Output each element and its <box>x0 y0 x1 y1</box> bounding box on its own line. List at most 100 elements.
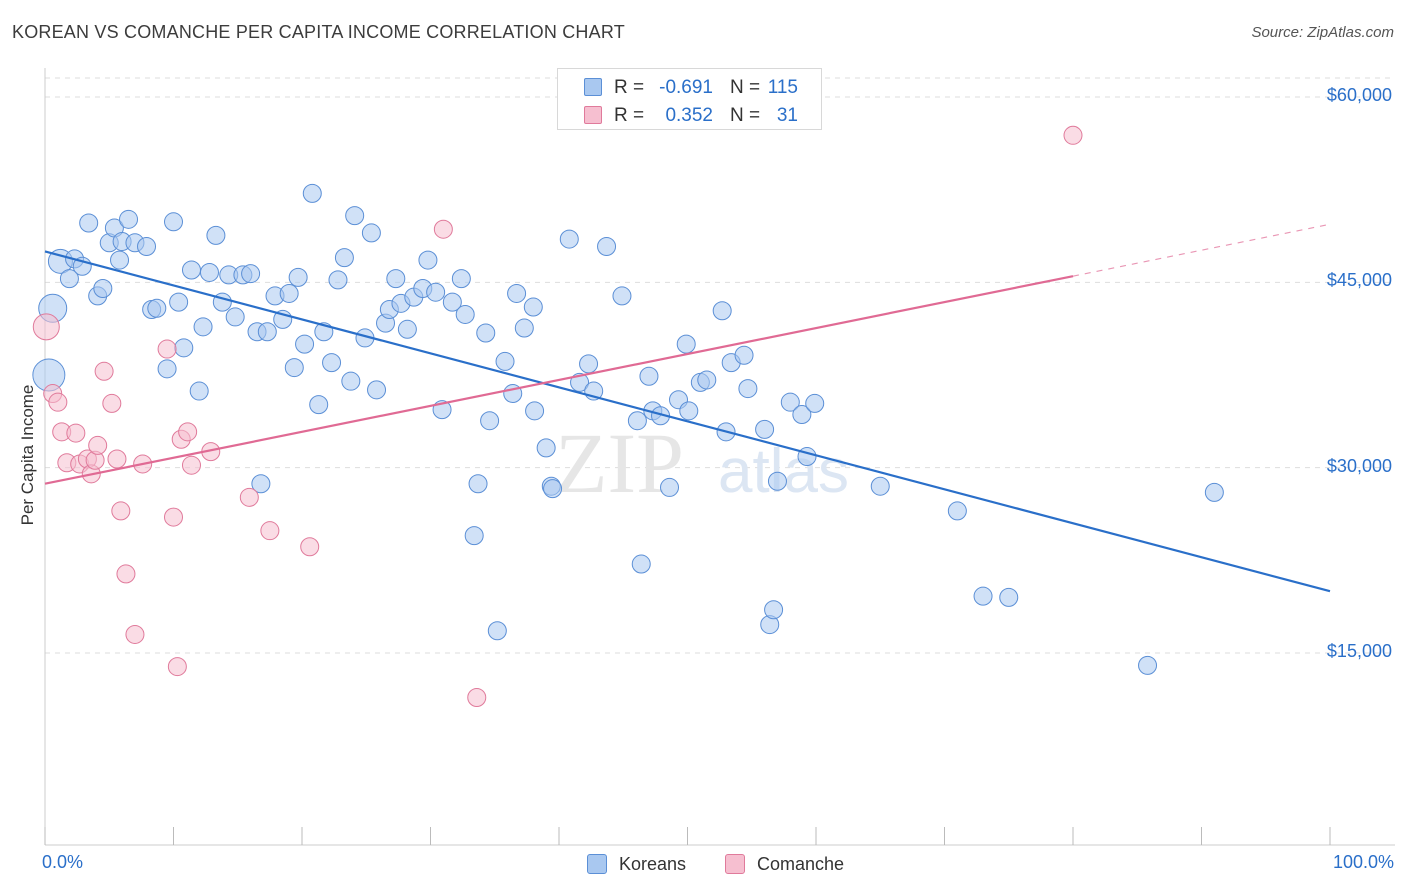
korean-point <box>79 213 99 233</box>
korean-point <box>341 371 361 391</box>
korean-point <box>631 554 651 574</box>
korean-point <box>386 269 406 289</box>
comanche-point <box>260 521 280 541</box>
korean-point <box>157 359 177 379</box>
korean-point <box>93 279 113 299</box>
y-tick-label: $45,000 <box>1326 270 1392 291</box>
korean-point <box>164 212 183 232</box>
korean-point <box>257 322 277 342</box>
comanche-swatch <box>584 106 602 124</box>
korean-point <box>345 206 365 226</box>
korean-point <box>455 304 475 324</box>
korean-point <box>193 317 213 337</box>
korean-point <box>639 366 659 386</box>
korean-point <box>999 587 1019 607</box>
korean-point <box>627 411 647 431</box>
korean-point <box>579 354 599 374</box>
korean-point <box>284 358 304 378</box>
korean-point <box>199 262 219 282</box>
korean-point <box>426 282 446 302</box>
korean-point <box>309 395 329 415</box>
korean-point <box>597 237 617 257</box>
korean-point <box>288 267 308 287</box>
stats-row-comanche: R = 0.352 N = 31 <box>558 101 821 129</box>
korean-point <box>59 269 79 289</box>
comanche-point <box>116 564 136 584</box>
korean-point <box>764 600 784 620</box>
comanche-point <box>94 361 114 381</box>
source-label: Source: ZipAtlas.com <box>1251 24 1394 41</box>
y-tick-label: $60,000 <box>1326 85 1392 105</box>
comanche-point <box>102 393 122 413</box>
korean-point <box>295 334 315 354</box>
x-tick-min: 0.0% <box>42 852 84 872</box>
korean-point <box>334 248 354 268</box>
korean-point <box>206 225 226 245</box>
koreans-swatch <box>584 78 602 96</box>
n-value: 115 <box>767 77 798 98</box>
n-value: 31 <box>776 105 798 126</box>
koreans-trend-line <box>44 250 1331 593</box>
comanche-point <box>1063 125 1083 145</box>
korean-point <box>792 405 812 425</box>
korean-point <box>322 353 342 373</box>
korean-point <box>451 269 471 289</box>
watermark-atlas: atlas <box>718 437 849 506</box>
comanche-point <box>48 392 68 412</box>
comanche-point <box>433 219 453 239</box>
korean-point <box>397 319 417 339</box>
comanche-point <box>239 487 259 507</box>
korean-point <box>495 351 515 371</box>
korean-point <box>181 260 201 280</box>
r-value: 0.352 <box>665 105 713 126</box>
korean-point <box>468 474 488 494</box>
korean-point <box>514 318 534 338</box>
korean-point <box>442 292 462 312</box>
korean-point <box>119 209 139 229</box>
korean-point <box>169 292 189 312</box>
korean-point <box>480 411 500 431</box>
korean-point <box>476 323 496 343</box>
y-tick-label: $15,000 <box>1326 641 1392 661</box>
korean-point <box>536 438 556 458</box>
korean-point <box>279 283 299 303</box>
watermark: ZIP atlas <box>555 415 849 511</box>
korean-point <box>1138 655 1158 675</box>
axes <box>44 68 1395 846</box>
r-value: -0.691 <box>659 77 713 98</box>
korean-point <box>361 223 381 243</box>
korean-point <box>660 477 680 497</box>
korean-point <box>543 479 563 499</box>
korean-point <box>679 401 699 421</box>
korean-point <box>1204 482 1224 502</box>
comanche-point <box>467 687 487 707</box>
korean-point <box>507 283 527 303</box>
x-tick-max: 100.0% <box>1332 852 1394 872</box>
r-label: R = <box>614 77 645 98</box>
legend-swatch-koreans <box>587 854 607 874</box>
korean-point <box>738 379 758 399</box>
korean-point <box>328 270 348 290</box>
comanche-point <box>32 313 60 341</box>
comanche-trend-line <box>44 275 1074 485</box>
korean-point <box>767 471 787 491</box>
korean-point <box>612 286 632 306</box>
comanche-point <box>111 501 131 521</box>
korean-point <box>418 250 438 270</box>
korean-point <box>487 621 507 641</box>
korean-point <box>225 307 245 327</box>
korean-point <box>110 250 130 270</box>
comanche-point <box>181 455 201 475</box>
korean-point <box>755 419 775 439</box>
korean-point <box>302 183 322 203</box>
korean-point <box>780 392 800 412</box>
korean-point <box>241 264 261 284</box>
comanche-point <box>88 435 108 455</box>
korean-point <box>464 526 484 546</box>
legend: Koreans Comanche <box>0 852 1406 878</box>
comanche-point <box>66 423 86 443</box>
korean-point <box>870 476 890 496</box>
chart-title: KOREAN VS COMANCHE PER CAPITA INCOME COR… <box>12 22 625 42</box>
stats-box: R = -0.691 N = 115 R = 0.352 N = 31 <box>557 68 822 130</box>
